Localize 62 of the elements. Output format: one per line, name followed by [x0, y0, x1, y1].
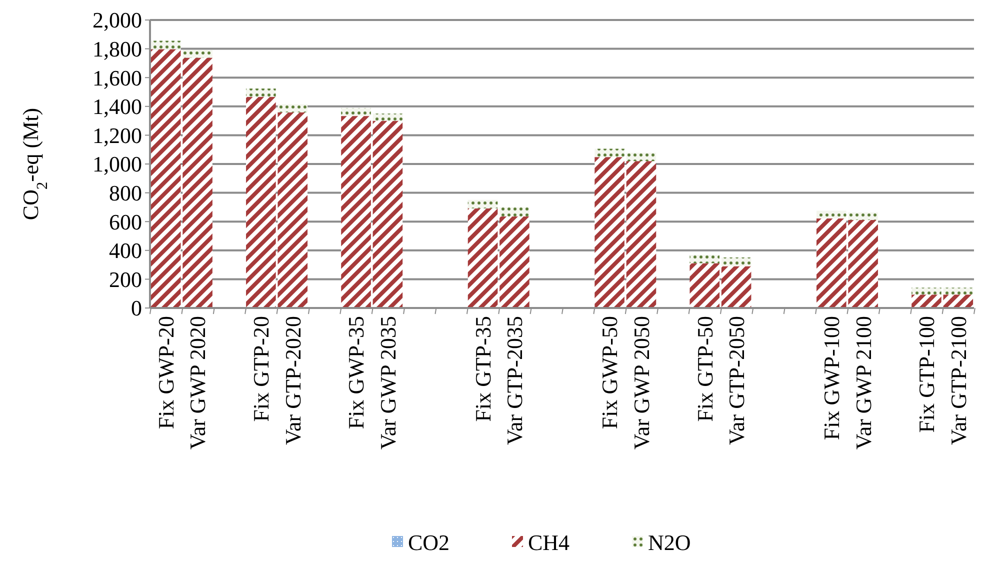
- bar: [721, 266, 752, 308]
- x-tick-label: Fix GTP-100: [914, 316, 940, 433]
- y-tick-label: 1,800: [92, 36, 142, 62]
- bar: [816, 210, 846, 218]
- x-tick-label: Fix GTP-35: [470, 316, 496, 422]
- x-tick-label: Var GWP 2035: [375, 316, 400, 450]
- bar: [468, 208, 498, 308]
- legend-label: CH4: [528, 530, 570, 555]
- x-tick-label: Var GTP-2020: [280, 316, 306, 445]
- x-tick-label: Fix GWP-35: [344, 316, 369, 430]
- bar: [468, 200, 498, 208]
- bar: [690, 254, 720, 264]
- bar: [150, 40, 181, 50]
- y-tick-label: 1,400: [92, 94, 142, 120]
- y-tick-label: 1,000: [92, 152, 142, 177]
- bar: [500, 216, 530, 308]
- bar: [372, 114, 403, 121]
- bar: [594, 148, 624, 158]
- bar: [341, 108, 371, 116]
- bar: [943, 288, 974, 295]
- bar: [848, 220, 878, 308]
- y-tick-label: 600: [109, 209, 142, 234]
- bar: [594, 157, 624, 308]
- x-tick-label: Fix GTP-50: [692, 316, 718, 422]
- bar: [848, 212, 878, 220]
- bar: [150, 49, 181, 308]
- bar: [341, 116, 371, 308]
- x-tick-label: Fix GWP-50: [597, 316, 622, 430]
- bar: [246, 96, 276, 308]
- bar: [912, 294, 942, 308]
- bar: [690, 263, 720, 308]
- bar: [246, 88, 276, 97]
- bar: [182, 58, 212, 308]
- x-tick-label: Var GTP-2100: [946, 316, 971, 445]
- bar: [500, 207, 530, 216]
- bar: [182, 50, 212, 58]
- y-tick-label: 1,200: [92, 122, 142, 148]
- x-tick-label: Fix GTP-20: [248, 316, 274, 422]
- bar: [626, 161, 656, 308]
- legend-label: N2O: [648, 530, 691, 555]
- x-tick-label: Fix GWP-20: [154, 316, 179, 430]
- y-tick-label: 1,600: [92, 65, 142, 90]
- bar: [816, 218, 846, 308]
- legend-label: CO2: [408, 530, 450, 555]
- y-tick-label: 2,000: [92, 8, 142, 33]
- y-tick-label: 200: [109, 266, 142, 292]
- bar: [626, 152, 656, 162]
- bar: [278, 104, 308, 112]
- x-tick-label: Var GWP 2100: [850, 316, 876, 450]
- x-tick-label: Var GWP 2050: [628, 316, 654, 450]
- y-tick-label: 400: [109, 238, 142, 264]
- x-tick-label: Var GTP-2035: [502, 316, 528, 445]
- bar: [372, 120, 403, 308]
- bar: [912, 288, 942, 295]
- y-tick-label: 0: [131, 296, 142, 321]
- bar: [943, 294, 974, 308]
- x-tick-label: Var GTP-2050: [724, 316, 750, 445]
- y-tick-label: 800: [109, 180, 142, 206]
- bar: [721, 257, 752, 266]
- x-tick-label: Fix GWP-100: [819, 316, 844, 440]
- bar: [278, 112, 308, 308]
- x-tick-label: Var GWP 2020: [185, 316, 210, 450]
